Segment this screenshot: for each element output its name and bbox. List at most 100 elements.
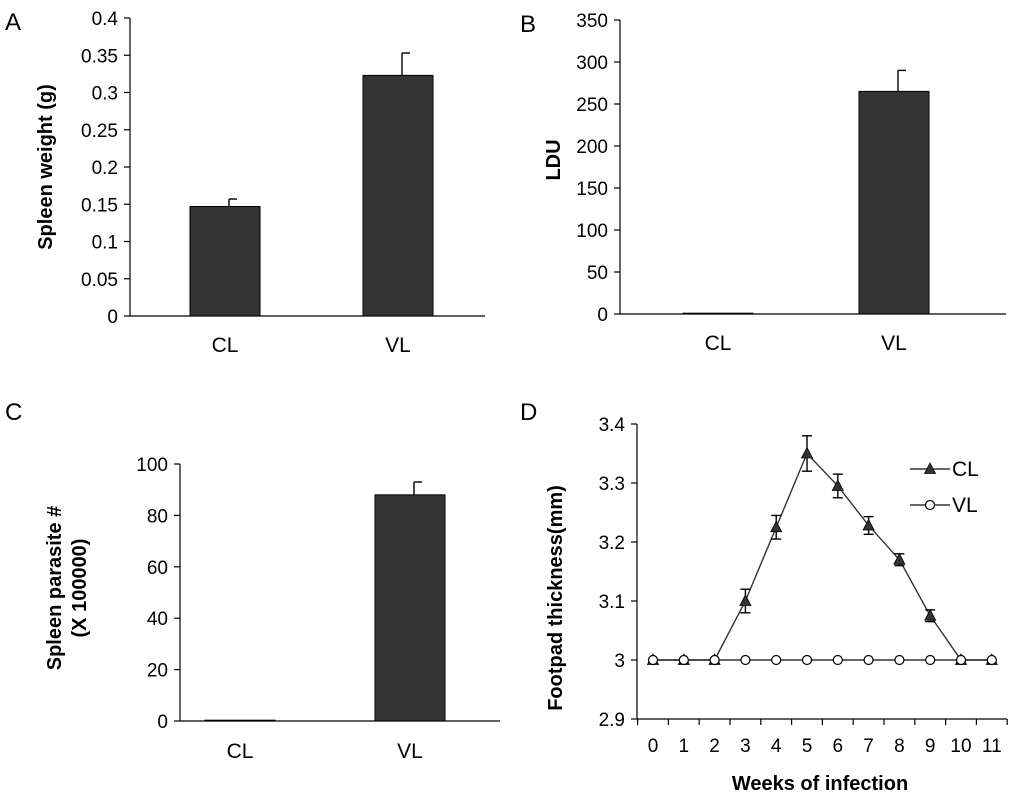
y-axis-title: Spleen weight (g) [35, 84, 57, 250]
x-tick-label: 9 [925, 736, 936, 757]
series [646, 435, 998, 666]
point-cl [924, 608, 937, 621]
point-vl [771, 654, 782, 666]
x-tick-label: 10 [950, 736, 971, 757]
category-label-cl: CL [705, 332, 732, 355]
point-vl [863, 654, 874, 666]
x-tick-label: 0 [648, 736, 659, 757]
panel-letter: B [520, 11, 536, 38]
legend: CL VL [910, 458, 979, 517]
x-tick-label: 5 [802, 736, 813, 757]
x-ticks: 0 1 2 3 4 5 6 7 8 9 10 11 [636, 719, 1008, 757]
panel-c: C Spleen parasite # (X 100000) 0 20 40 60 80… [5, 399, 500, 763]
category-labels: CL VL [212, 334, 411, 357]
y-tick-label: 2.9 [599, 710, 625, 731]
bar-cl [204, 719, 276, 722]
y-tick-label: 0.3 [92, 84, 118, 105]
point-vl [986, 654, 997, 666]
y-ticks: 0 0.05 0.1 0.15 0.2 0.25 0.3 0.35 0.4 [81, 9, 130, 328]
point-cl [893, 552, 906, 565]
category-label-vl: VL [397, 740, 423, 763]
x-tick-label: 6 [833, 736, 844, 757]
category-labels: CL VL [705, 332, 907, 355]
point-cl [800, 446, 814, 459]
panel-letter: C [5, 399, 22, 426]
y-tick-label: 300 [576, 53, 608, 74]
y-ticks: 0 20 40 60 80 100 [136, 455, 180, 733]
panel-d: D Footpad thickness(mm) Weeks of infecti… [520, 399, 1008, 795]
point-cl [831, 479, 844, 491]
y-tick-label: 3.2 [599, 533, 625, 554]
point-cl [739, 594, 752, 606]
point-vl [925, 654, 936, 666]
y-tick-label: 50 [587, 263, 608, 284]
y-ticks: 2.9 3 3.1 3.2 3.3 3.4 [599, 415, 637, 731]
bar-vl [858, 90, 930, 315]
y-tick-label: 0.25 [81, 121, 118, 142]
point-vl [832, 654, 843, 666]
panel-letter: A [5, 9, 21, 36]
category-label-vl: VL [881, 332, 907, 355]
x-tick-label: 11 [982, 736, 1002, 757]
y-tick-label: 200 [576, 137, 608, 158]
bar-vl [362, 74, 434, 317]
point-vl [709, 654, 720, 666]
y-tick-label: 100 [136, 455, 168, 476]
y-tick-label: 3 [614, 651, 625, 672]
y-tick-label: 100 [576, 221, 608, 242]
y-tick-label: 350 [576, 11, 608, 32]
y-tick-label: 0 [157, 712, 168, 733]
bar-cl [189, 205, 261, 317]
y-tick-label: 3.1 [599, 592, 625, 613]
point-vl [801, 654, 813, 666]
bars [204, 481, 446, 722]
y-ticks: 0 50 100 150 200 250 300 350 [576, 11, 620, 326]
point-cl [770, 520, 783, 533]
point-cl [862, 518, 875, 531]
y-tick-label: 0 [107, 307, 118, 328]
series-line-cl [653, 452, 992, 661]
x-tick-label: 8 [894, 736, 905, 757]
y-tick-label: 3.4 [599, 415, 626, 436]
point-vl [894, 654, 905, 666]
y-tick-label: 60 [147, 558, 168, 579]
bar-cl [682, 312, 754, 315]
x-tick-label: 3 [740, 736, 751, 757]
legend-marker-cl [923, 462, 937, 474]
y-tick-label: 150 [576, 179, 608, 200]
bars [682, 69, 930, 315]
category-label-cl: CL [227, 740, 254, 763]
legend-marker-vl [924, 499, 936, 511]
x-axis-title: Weeks of infection [732, 773, 908, 795]
y-axis-title: LDU [543, 139, 565, 180]
y-tick-label: 20 [147, 661, 168, 682]
x-tick-label: 4 [771, 736, 782, 757]
bars [189, 52, 434, 317]
y-tick-label: 250 [576, 95, 608, 116]
point-vl [955, 654, 967, 666]
y-tick-label: 3.3 [599, 474, 625, 495]
y-tick-label: 0.4 [92, 9, 119, 30]
panel-letter: D [520, 399, 537, 426]
x-tick-label: 7 [863, 736, 874, 757]
y-axis-title: Footpad thickness(mm) [545, 485, 567, 711]
y-tick-label: 0.05 [81, 270, 118, 291]
legend-label-vl: VL [952, 494, 978, 517]
y-tick-label: 0.35 [81, 46, 118, 67]
y-tick-label: 80 [147, 506, 168, 527]
panel-a: A Spleen weight (g) 00.050.10.150.20.250… [5, 9, 485, 357]
bar-vl [374, 494, 446, 722]
y-tick-label: 0 [597, 305, 608, 326]
y-tick-label: 40 [147, 609, 168, 630]
category-labels: CL VL [227, 740, 423, 763]
y-tick-label: 0.2 [92, 158, 118, 179]
y-axis-title-line-2: (X 100000) [69, 539, 91, 638]
point-vl [647, 654, 659, 666]
point-vl [678, 654, 689, 666]
x-tick-label: 1 [679, 736, 690, 757]
category-label-vl: VL [385, 334, 411, 357]
category-label-cl: CL [212, 334, 239, 357]
x-tick-label: 2 [709, 736, 720, 757]
point-vl [740, 654, 751, 666]
